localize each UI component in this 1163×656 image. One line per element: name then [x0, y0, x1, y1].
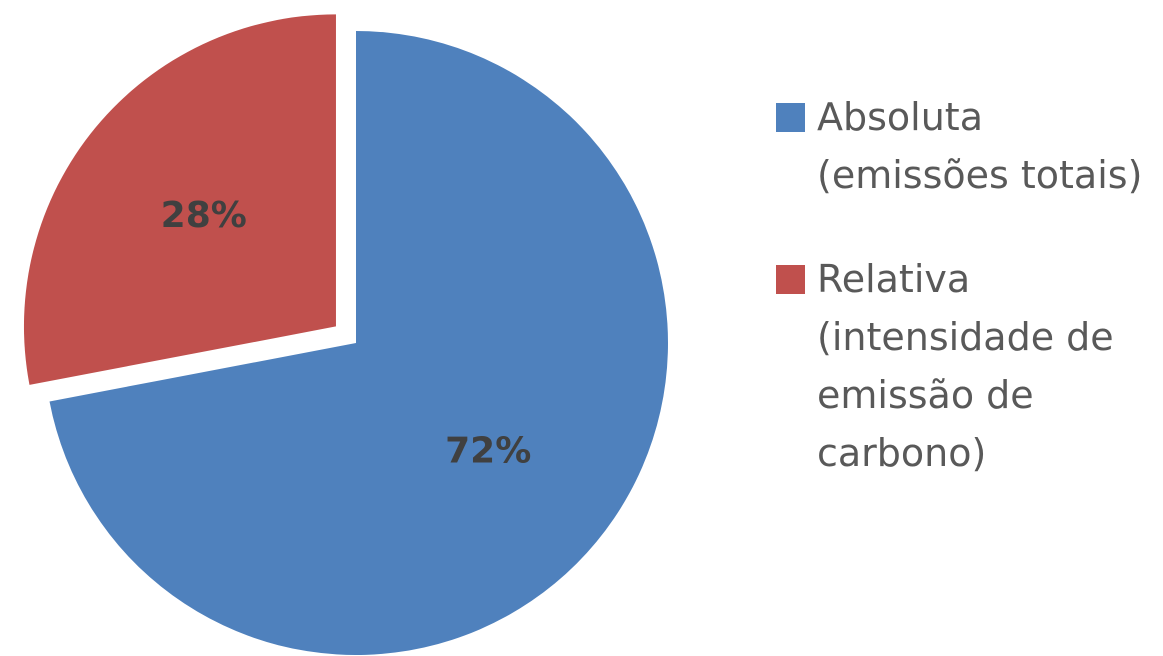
- chart-legend: Absoluta (emissões totais) Relativa (int…: [776, 88, 1163, 528]
- data-label-absoluta: 72%: [445, 430, 531, 471]
- legend-item-absoluta: Absoluta (emissões totais): [776, 88, 1163, 204]
- legend-swatch-relativa: [776, 265, 805, 294]
- legend-swatch-absoluta: [776, 103, 805, 132]
- pie-slices: [23, 14, 669, 656]
- pie-slice-absoluta: [49, 31, 669, 656]
- data-label-relativa: 28%: [161, 195, 247, 236]
- legend-label-absoluta: Absoluta (emissões totais): [817, 95, 1143, 197]
- legend-label-relativa: Relativa (intensidade de emissão de carb…: [817, 257, 1114, 475]
- pie-chart: 72% 28%: [23, 14, 669, 656]
- legend-item-relativa: Relativa (intensidade de emissão de carb…: [776, 250, 1163, 482]
- pie-slice-relativa: [23, 14, 336, 385]
- pie-data-labels: 72% 28%: [161, 195, 532, 471]
